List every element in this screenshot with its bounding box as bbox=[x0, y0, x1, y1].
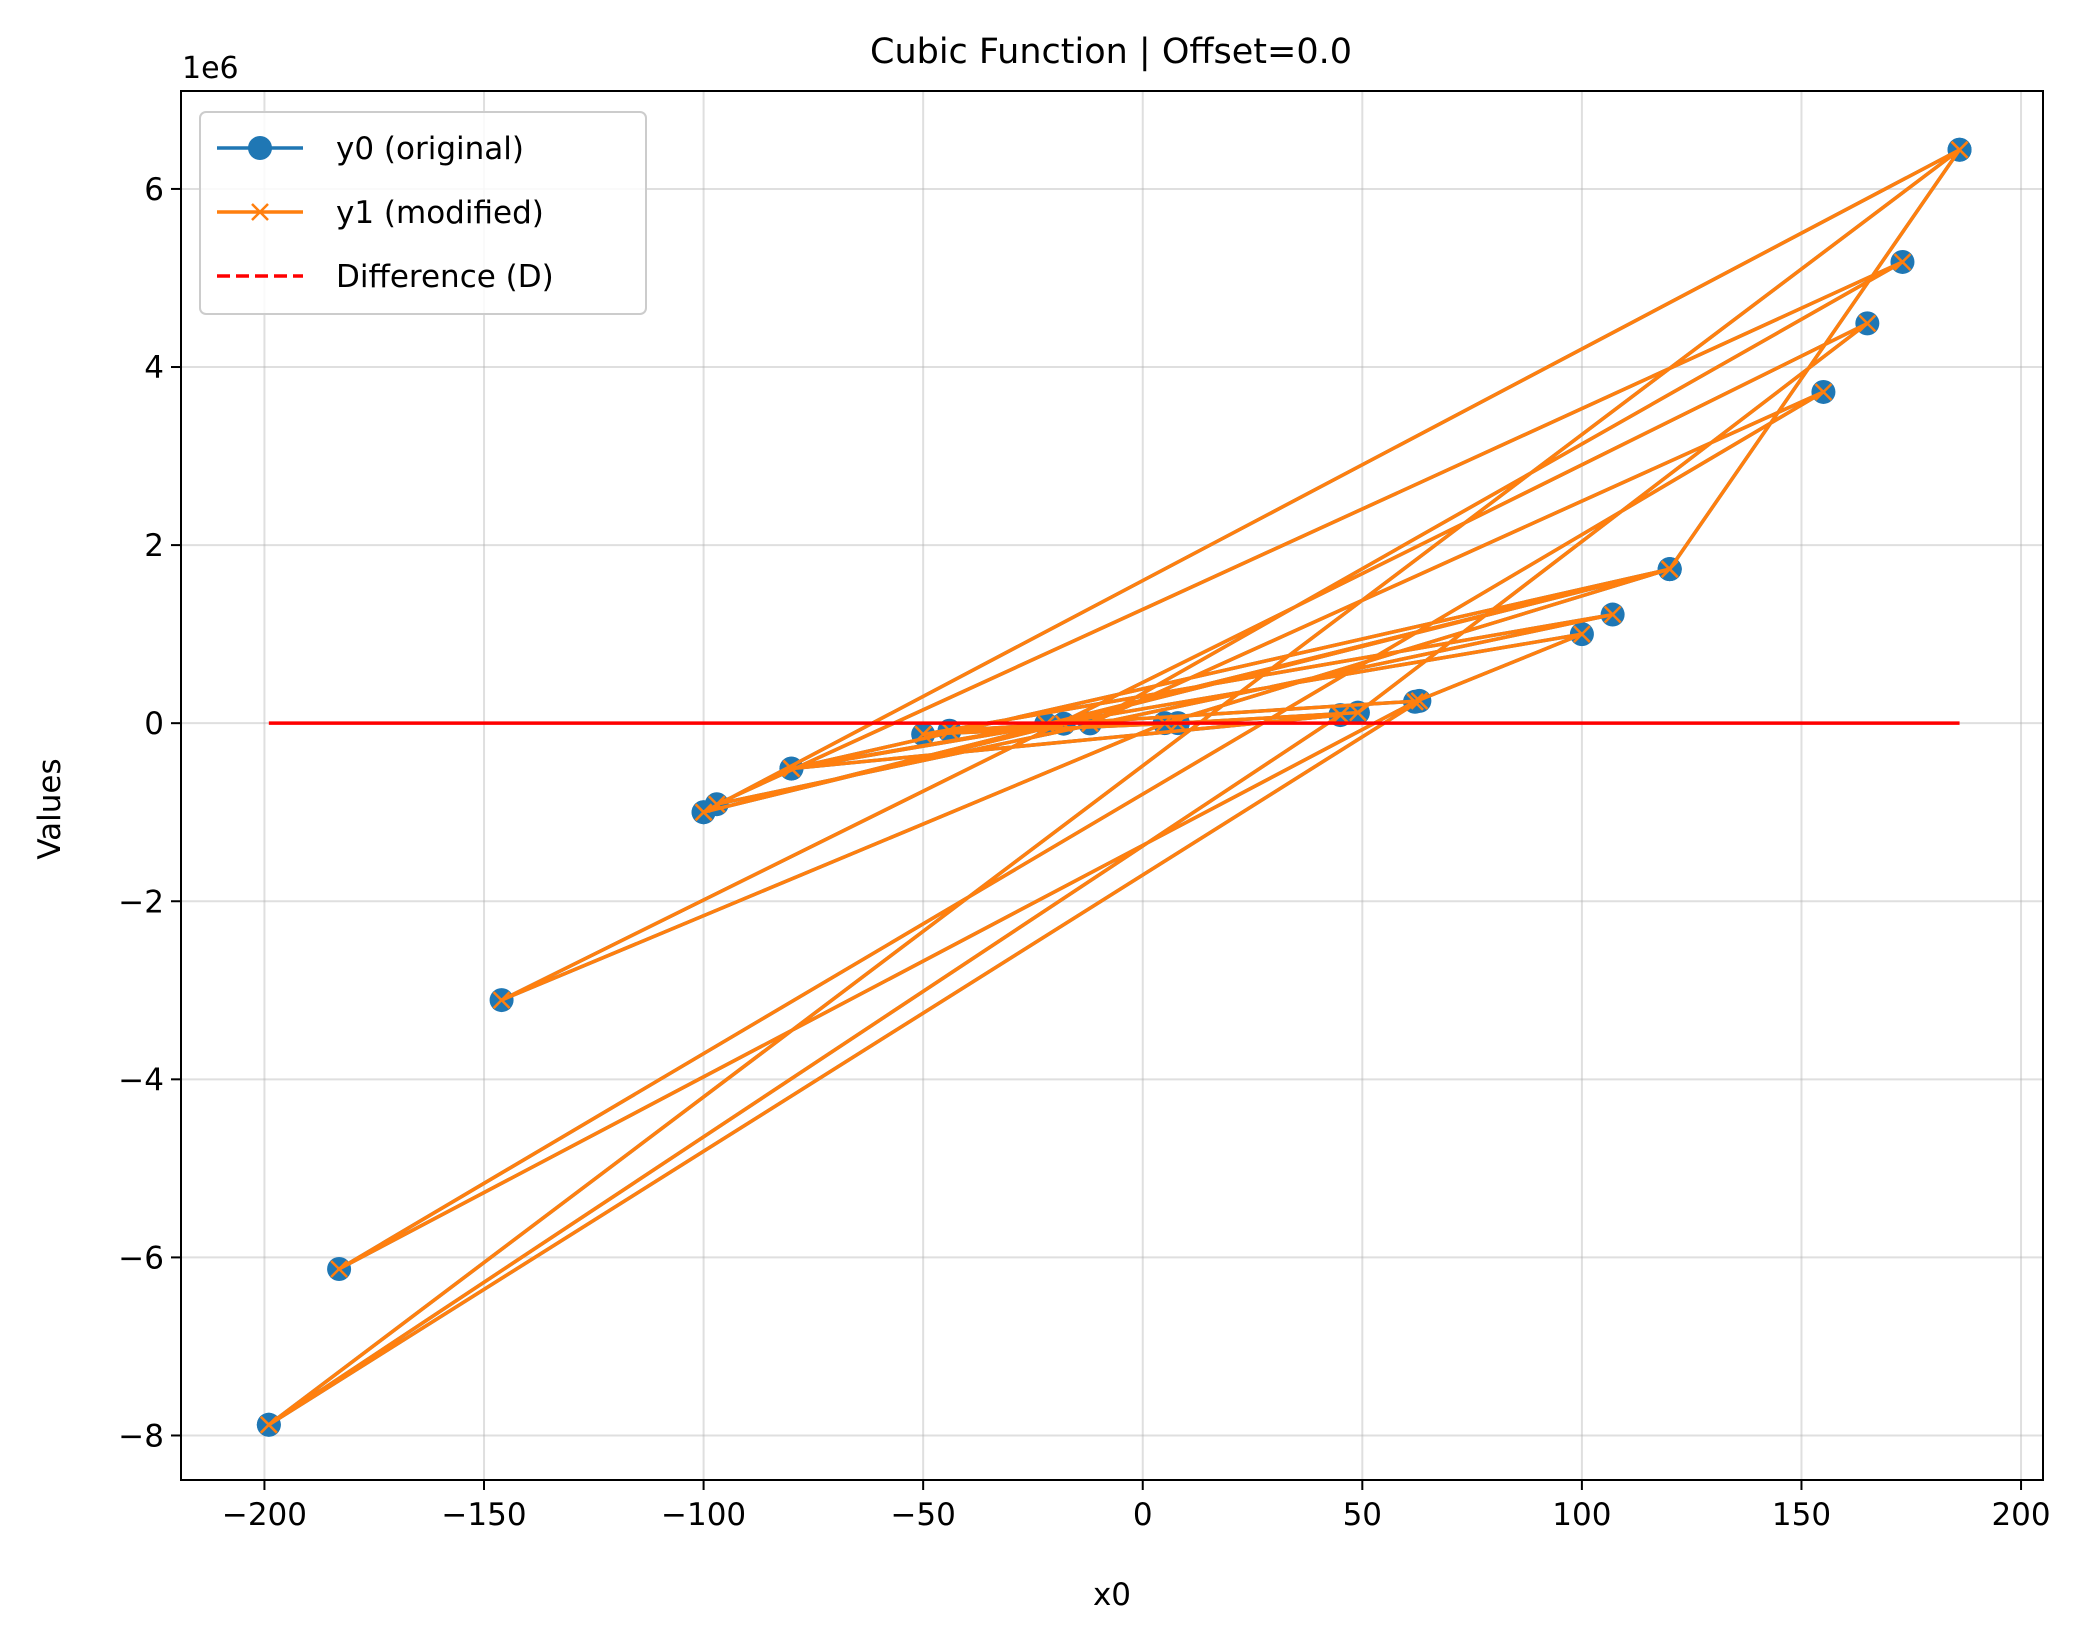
y-tick-label: −2 bbox=[118, 884, 164, 920]
series-point-y1-modified bbox=[1349, 703, 1367, 722]
series-point-y1-modified bbox=[694, 803, 713, 822]
y-tick-label: 2 bbox=[144, 528, 164, 564]
y-tick-label: 0 bbox=[144, 706, 164, 742]
series-point-y1-modified bbox=[1573, 625, 1591, 644]
x-tick-label: 100 bbox=[1552, 1497, 1611, 1533]
x-axis-label: x0 bbox=[1093, 1577, 1131, 1613]
x-tick-label: −100 bbox=[661, 1497, 746, 1533]
series-point-y1-modified bbox=[1814, 383, 1833, 401]
y-axis-label: Values bbox=[32, 758, 68, 859]
legend-label: Difference (D) bbox=[336, 259, 554, 295]
y-tick-label: −6 bbox=[118, 1240, 164, 1276]
legend-marker bbox=[248, 136, 272, 160]
y-tick-label: −4 bbox=[118, 1062, 164, 1098]
series-point-y1-modified bbox=[914, 725, 933, 744]
x-tick-label: 150 bbox=[1772, 1497, 1831, 1533]
series-point-y1-modified bbox=[782, 759, 801, 778]
series-point-y1-modified bbox=[1660, 560, 1679, 579]
x-tick-label: 200 bbox=[1991, 1497, 2050, 1533]
x-tick-label: −150 bbox=[441, 1497, 526, 1533]
x-tick-label: −50 bbox=[890, 1497, 955, 1533]
legend-box bbox=[199, 111, 647, 315]
legend: y0 (original) y1 (modified) Difference (D) bbox=[199, 111, 647, 315]
series-point-y1-modified bbox=[1858, 314, 1877, 333]
series-point-y1-modified bbox=[1950, 140, 1969, 159]
y-tick-label: −8 bbox=[118, 1418, 164, 1454]
series-point-y1-modified bbox=[1331, 706, 1350, 724]
series-point-y1-modified bbox=[1893, 253, 1912, 271]
series-point-y1-modified bbox=[492, 991, 511, 1009]
x-tick-label: −200 bbox=[222, 1497, 307, 1533]
legend-label: y0 (original) bbox=[336, 131, 524, 167]
y-tick-label: 4 bbox=[144, 350, 164, 386]
chart-title: Cubic Function | Offset=0.0 bbox=[870, 32, 1352, 72]
series-point-y1-modified bbox=[330, 1260, 348, 1278]
series-point-y1-modified bbox=[1406, 692, 1424, 711]
series-point-y1-modified bbox=[1410, 692, 1429, 710]
series-point-y1-modified bbox=[1603, 605, 1622, 624]
x-tick-label: 50 bbox=[1343, 1497, 1382, 1533]
x-tick-label: 0 bbox=[1133, 1497, 1153, 1533]
plot-area: −200 −150 −100 −50 0 50 100 150 200 −8 −6 −4 −2 0 2 4 6 bbox=[118, 90, 2051, 1533]
legend-marker bbox=[251, 203, 269, 221]
axes-frame bbox=[180, 90, 2044, 1481]
y-scale-label: 1e6 bbox=[182, 51, 239, 86]
series-point-y1-modified bbox=[940, 721, 959, 740]
legend-label: y1 (modified) bbox=[336, 195, 544, 231]
series-point-y1-modified bbox=[707, 795, 726, 814]
y-tick-label: 6 bbox=[144, 172, 164, 208]
series-point-y1-modified bbox=[259, 1415, 278, 1434]
series-line-y1-modified bbox=[267, 148, 1962, 1427]
